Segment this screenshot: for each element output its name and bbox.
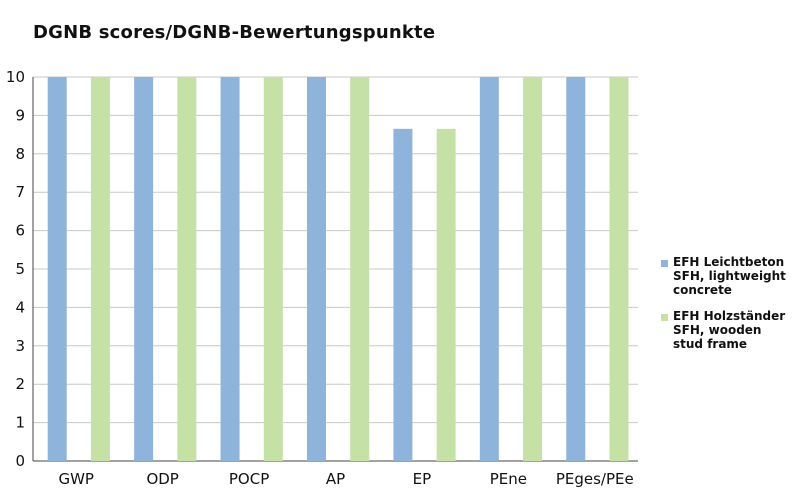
x-tick-label: PEges/PEe <box>556 470 634 488</box>
legend-swatch-series-1 <box>661 260 668 267</box>
x-tick-label: ODP <box>146 470 178 488</box>
bar-gwp-series-2 <box>90 77 110 461</box>
bar-pene-series-2 <box>523 77 543 461</box>
legend-label-series-1: EFH Leichtbeton SFH, lightweight concret… <box>673 255 786 297</box>
legend-label-line: EFH Leichtbeton <box>673 255 785 269</box>
legend-label-line: SFH, lightweight <box>673 269 786 283</box>
y-tick-label: 4 <box>15 298 25 316</box>
x-tick-label: PEne <box>490 470 527 488</box>
y-tick-label: 2 <box>15 375 25 393</box>
x-tick-label: POCP <box>229 470 269 488</box>
bar-ap-series-2 <box>350 77 370 461</box>
x-tick-label: EP <box>413 470 432 488</box>
y-tick-label: 10 <box>6 68 25 86</box>
y-tick-label: 6 <box>15 222 25 240</box>
chart-title: DGNB scores/DGNB-Bewertungspunkte <box>33 22 436 43</box>
y-tick-label: 9 <box>15 106 25 124</box>
bar-pocp-series-2 <box>263 77 283 461</box>
bar-ep-series-1 <box>393 128 413 461</box>
legend-item-series-2: EFH Holzständer SFH, wooden stud frame <box>661 309 796 351</box>
legend-label-line: EFH Holzständer <box>673 309 786 323</box>
y-tick-label: 1 <box>15 414 25 432</box>
bar-peges-pee-series-2 <box>609 77 629 461</box>
legend-item-series-1: EFH Leichtbeton SFH, lightweight concret… <box>661 255 796 297</box>
legend-label-line: SFH, wooden <box>673 323 762 337</box>
bar-peges-pee-series-1 <box>566 77 586 461</box>
x-tick-label: AP <box>326 470 345 488</box>
y-tick-label: 0 <box>15 452 25 470</box>
bar-gwp-series-1 <box>47 77 67 461</box>
legend-label-line: stud frame <box>673 337 748 351</box>
x-tick-label: GWP <box>58 470 94 488</box>
y-tick-label: 7 <box>15 183 25 201</box>
legend-label-series-2: EFH Holzständer SFH, wooden stud frame <box>673 309 785 351</box>
y-tick-label: 3 <box>15 337 25 355</box>
y-tick-label: 8 <box>15 145 25 163</box>
bar-pene-series-1 <box>479 77 499 461</box>
legend: EFH Leichtbeton SFH, lightweight concret… <box>661 255 796 363</box>
bar-odp-series-1 <box>134 77 154 461</box>
bar-ap-series-1 <box>306 77 326 461</box>
bar-pocp-series-1 <box>220 77 240 461</box>
bar-ep-series-2 <box>436 128 456 461</box>
bar-odp-series-2 <box>177 77 197 461</box>
legend-label-line: concrete <box>673 283 732 297</box>
legend-swatch-series-2 <box>661 314 668 321</box>
y-tick-label: 5 <box>15 260 25 278</box>
